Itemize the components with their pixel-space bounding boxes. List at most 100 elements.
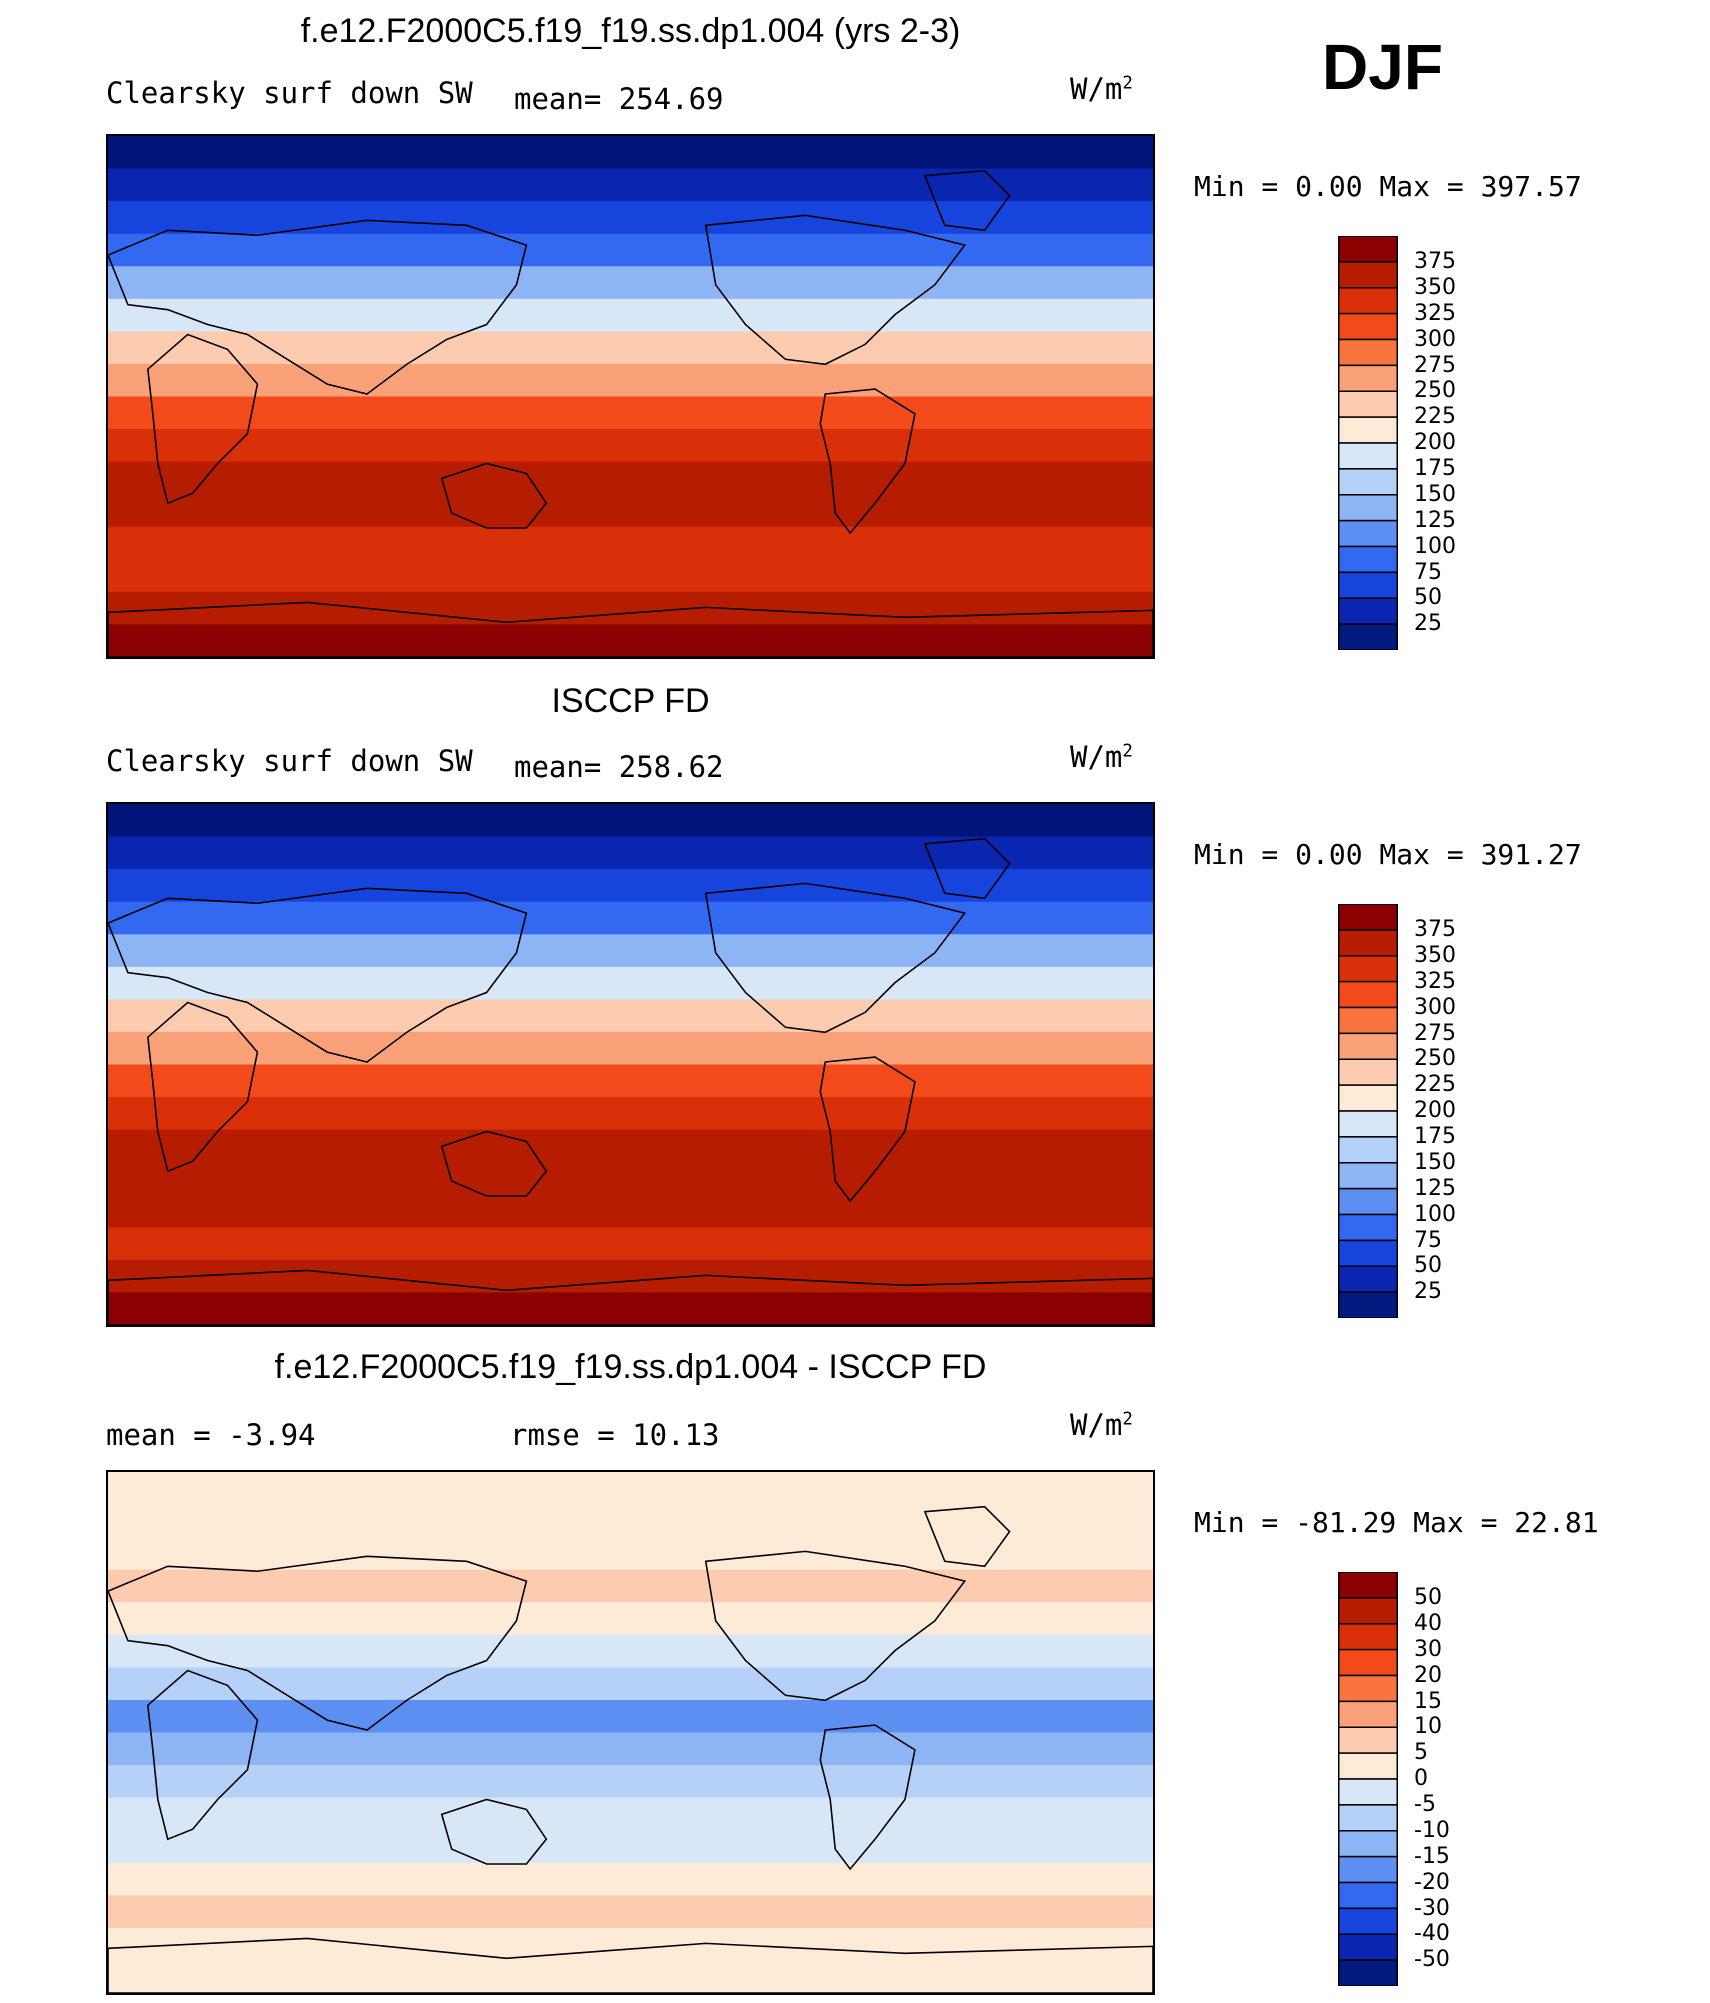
panel-2-field [108, 804, 1153, 1325]
colorbar-segment [1338, 1187, 1398, 1216]
colorbar-tick-label: 20 [1414, 1662, 1442, 1688]
colorbar-segment [1338, 1674, 1398, 1703]
field-band [108, 1259, 1153, 1294]
field-band [108, 869, 1153, 903]
colorbar-segment [1338, 1778, 1398, 1806]
colorbar-tick-label: 175 [1414, 1124, 1456, 1149]
field-band [108, 168, 1153, 203]
colorbar-segment [1338, 261, 1398, 289]
coastline [108, 887, 528, 1063]
colorbar-tick-label: 250 [1414, 378, 1456, 404]
field-band [108, 624, 1153, 657]
colorbar-segment [1338, 1830, 1398, 1858]
colorbar-tick-label: 200 [1414, 430, 1456, 456]
field-band [108, 1472, 1153, 1506]
coastline [108, 601, 1153, 657]
field-band [108, 1927, 1153, 1962]
field-band [108, 1194, 1153, 1229]
field-band [108, 526, 1153, 561]
colorbar-segment [1338, 1726, 1398, 1754]
colorbar-tick-label: 125 [1414, 1175, 1456, 1201]
colorbar-tick-label: -50 [1414, 1947, 1450, 1973]
field-band [108, 1830, 1153, 1864]
field-band [108, 136, 1153, 170]
colorbar-segment [1338, 1136, 1398, 1164]
colorbar-tick-label: 300 [1414, 994, 1456, 1020]
panel-3-rmse: rmse = 10.13 [510, 1418, 720, 1452]
panel-1-colorbar [1338, 236, 1398, 650]
field-band [108, 966, 1153, 1001]
colorbar-segment [1338, 390, 1398, 418]
colorbar-tick-label: 25 [1414, 611, 1442, 637]
colorbar-segment [1338, 1907, 1398, 1936]
colorbar-tick-label: 5 [1414, 1740, 1428, 1766]
coastline [108, 1555, 528, 1731]
colorbar-tick-label: 100 [1414, 1201, 1456, 1227]
colorbar-tick-label: 150 [1414, 1149, 1456, 1175]
colorbar-tick-label: 15 [1414, 1688, 1442, 1714]
colorbar-segment [1338, 1006, 1398, 1035]
colorbar-tick-label: -5 [1414, 1792, 1436, 1817]
panel-1-map [106, 134, 1155, 659]
colorbar-tick-label: 325 [1414, 300, 1456, 326]
colorbar-tick-label: -10 [1414, 1817, 1450, 1843]
colorbar-tick-label: 375 [1414, 917, 1456, 942]
field-band [108, 1862, 1153, 1897]
field-band [108, 591, 1153, 626]
colorbar-tick-label: 50 [1414, 585, 1442, 611]
colorbar-tick-label: 125 [1414, 507, 1456, 533]
colorbar-segment [1338, 1700, 1398, 1729]
colorbar-tick-label: 325 [1414, 968, 1456, 994]
colorbar-segment [1338, 1959, 1398, 1986]
field-band [108, 1064, 1153, 1099]
field-band [108, 1765, 1153, 1799]
colorbar-tick-label: -30 [1414, 1895, 1450, 1921]
panel-2-mean: mean= 258.62 [514, 750, 724, 784]
colorbar-segment [1338, 929, 1398, 957]
colorbar-segment [1338, 1239, 1398, 1268]
panel-1-title: f.e12.F2000C5.f19_f19.ss.dp1.004 (yrs 2-… [300, 12, 961, 50]
coastline [923, 169, 1011, 232]
colorbar-segment [1338, 571, 1398, 600]
field-band [108, 1569, 1153, 1604]
coastline [440, 462, 548, 529]
colorbar-segment [1338, 955, 1398, 983]
colorbar-segment [1338, 442, 1398, 470]
colorbar-segment [1338, 1572, 1398, 1599]
panel-1-variable: Clearsky surf down SW [106, 76, 473, 110]
colorbar-tick-label: 100 [1414, 533, 1456, 559]
panel-3-title: f.e12.F2000C5.f19_f19.ss.dp1.004 - ISCCP… [274, 1348, 987, 1386]
colorbar-tick-label: 0 [1414, 1766, 1428, 1792]
colorbar-segment [1338, 1265, 1398, 1293]
colorbar-segment [1338, 904, 1398, 931]
field-band [108, 1699, 1153, 1734]
colorbar-tick-label: 30 [1414, 1636, 1442, 1662]
coastline [108, 219, 528, 395]
field-band [108, 396, 1153, 431]
field-band [108, 934, 1153, 968]
panel-3-colorbar-labels: 50 40 30 20 15 10 5 0 -5 -10 -15 -20 -30 -40 -50 [1414, 1585, 1450, 1973]
colorbar-segment [1338, 338, 1398, 367]
field-band [108, 901, 1153, 936]
colorbar-segment [1338, 1032, 1398, 1061]
colorbar-tick-label: 150 [1414, 481, 1456, 507]
colorbar-segment [1338, 1855, 1398, 1884]
coastline [704, 1550, 967, 1702]
colorbar-tick-label: 175 [1414, 456, 1456, 481]
field-band [108, 1634, 1153, 1669]
season-label: DJF [1322, 31, 1443, 103]
panel-3-colorbar [1338, 1572, 1398, 1986]
colorbar-tick-label: 50 [1414, 1253, 1442, 1279]
colorbar-segment [1338, 1291, 1398, 1318]
colorbar-tick-label: 200 [1414, 1098, 1456, 1124]
coastline [819, 1724, 916, 1871]
colorbar-segment [1338, 545, 1398, 574]
colorbar-tick-label: 75 [1414, 559, 1442, 585]
field-band [108, 804, 1153, 838]
colorbar-segment [1338, 1804, 1398, 1832]
panel-2-title: ISCCP FD [551, 682, 710, 720]
colorbar-segment [1338, 1162, 1398, 1190]
colorbar-tick-label: 225 [1414, 1072, 1456, 1098]
panel-2-minmax: Min = 0.00 Max = 391.27 [1194, 838, 1582, 871]
panel-1-units: W/m2 [1070, 72, 1133, 106]
